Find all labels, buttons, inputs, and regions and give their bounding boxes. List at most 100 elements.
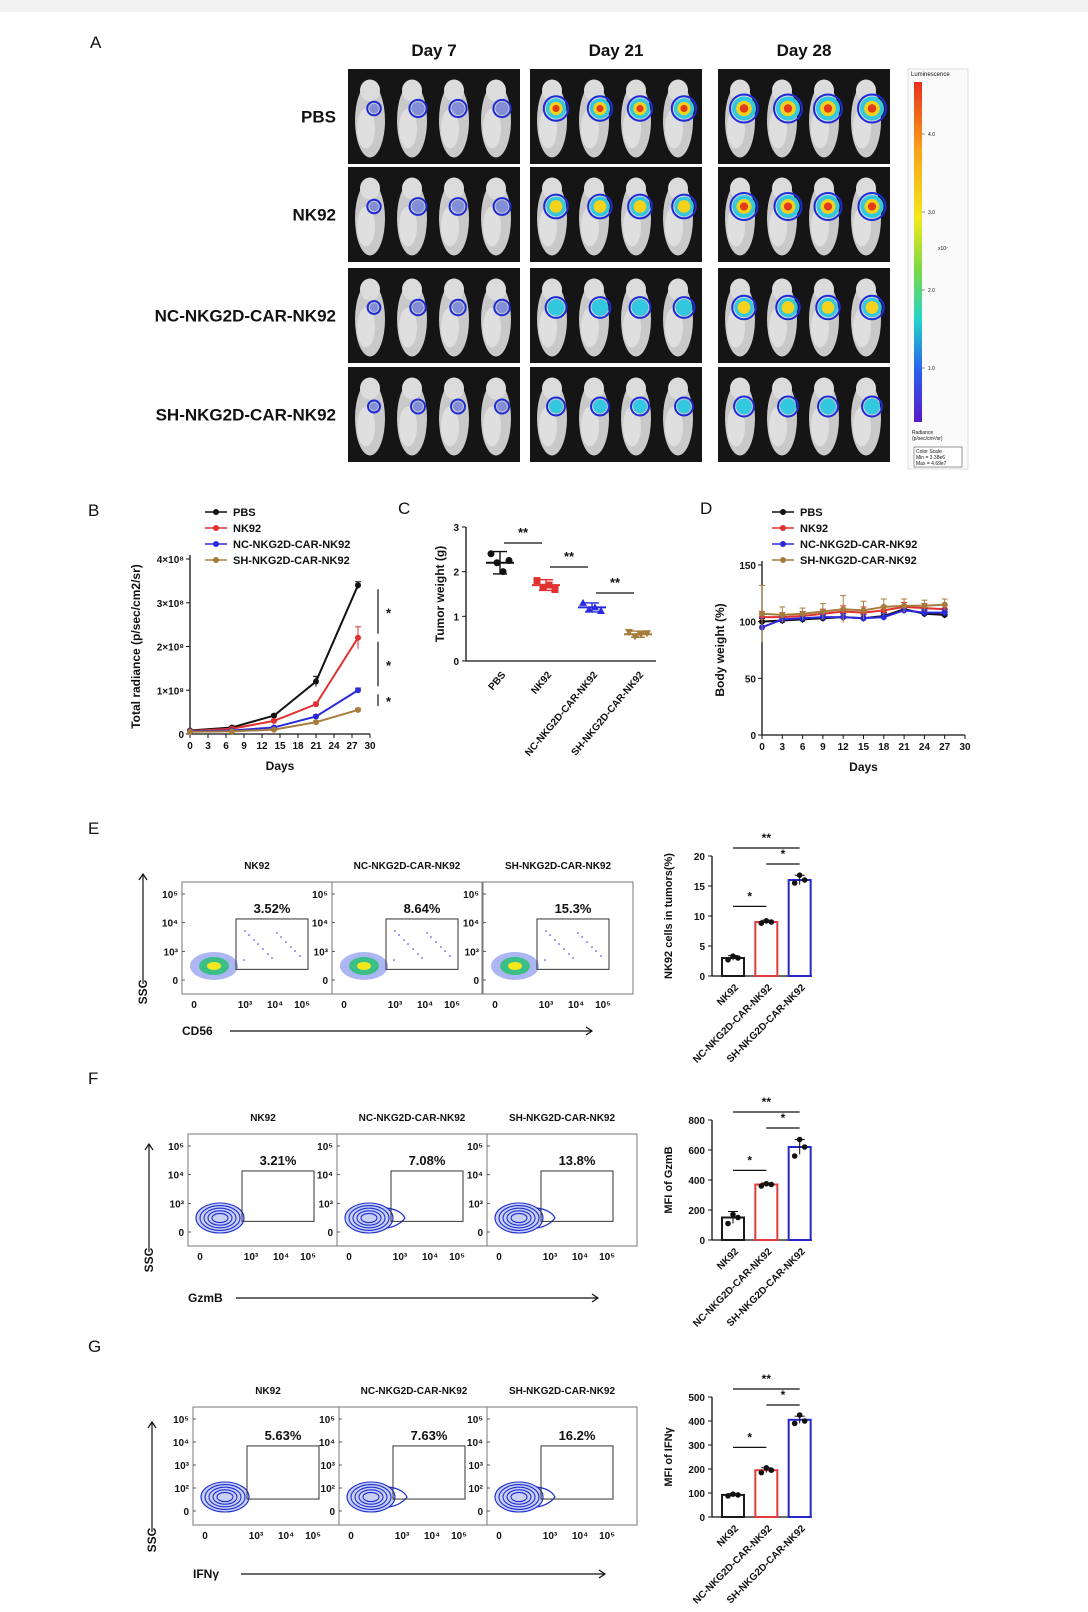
contour-ring	[346, 1481, 396, 1513]
data-point	[796, 1412, 803, 1418]
group-label: SH-NKG2D-CAR-NK92	[156, 406, 336, 425]
data-point	[768, 1467, 775, 1473]
data-point	[505, 557, 513, 564]
panel-d-chart: 0 3 6 9 12 15 18 21 24 27 30 0 50 100 150 Days Body weig…	[713, 507, 971, 774]
signal-ring-outer	[586, 95, 614, 122]
x-tick-label: 3	[780, 742, 786, 753]
mouse-head	[626, 278, 646, 301]
signal-ring-outer	[546, 396, 566, 417]
signal-weak	[496, 301, 508, 314]
data-point	[860, 607, 867, 614]
day-label: Day 28	[777, 41, 832, 60]
scatter-dot	[586, 941, 588, 943]
x-tick-label: 27	[346, 741, 358, 752]
ssc-arrowhead	[147, 1420, 157, 1429]
mouse-highlight	[853, 406, 871, 447]
contour-ring	[502, 1486, 536, 1508]
contour-ring	[356, 1210, 382, 1226]
contour-ring	[207, 1210, 233, 1226]
mouse	[537, 278, 568, 357]
contour-ring	[212, 1489, 238, 1505]
legend-label: NK92	[233, 523, 261, 535]
mouse	[579, 377, 610, 456]
marker-label: GzmB	[188, 1291, 223, 1305]
significance-star: **	[762, 1095, 772, 1109]
signal-core	[783, 104, 793, 113]
data-point	[735, 955, 741, 961]
y-tick-label: 400	[688, 1176, 705, 1187]
scatter-dot	[253, 939, 255, 941]
contour-ring	[502, 1207, 536, 1229]
data-point	[799, 610, 806, 617]
scatter-dot	[280, 936, 282, 938]
mouse-highlight	[441, 206, 459, 247]
colorbar-units: Radiance	[912, 430, 933, 436]
data-point	[791, 1420, 798, 1427]
signal-ring-outer	[777, 395, 799, 418]
x-tick-label: 21	[310, 741, 322, 752]
panel-a: Day 7 Day 21 Day 28 PBS NK92 NC-NKG2D-CAR-NK9…	[155, 41, 969, 470]
y-tick-label: 10²	[175, 1484, 190, 1495]
mouse	[355, 278, 385, 357]
group-label: NC-NKG2D-CAR-NK92	[155, 307, 336, 326]
scatter-dot	[262, 948, 264, 950]
mouse	[663, 377, 694, 456]
mouse	[481, 79, 512, 158]
gate	[540, 1170, 614, 1222]
mouse-head	[486, 278, 506, 301]
signal-ring-outer	[408, 98, 428, 119]
data-point	[631, 633, 639, 641]
signal-weak	[453, 401, 463, 412]
mouse	[579, 79, 614, 158]
mouse-highlight	[483, 206, 501, 247]
data-point	[768, 919, 775, 925]
scatter-dot	[276, 932, 278, 934]
y-axis-label: Tumor weight (g)	[433, 546, 447, 642]
signal-ring-outer	[672, 296, 696, 319]
colorbar-exponent: x10⁷	[938, 246, 948, 252]
x-tick-label: PBS	[487, 670, 509, 693]
signal-ring-outer	[733, 395, 755, 418]
x-tick-label: 0	[348, 1531, 354, 1542]
mouse-highlight	[441, 406, 459, 447]
signal-ring-outer	[773, 191, 803, 222]
plot-title: SH-NKG2D-CAR-NK92	[509, 1113, 616, 1124]
signal-ring-outer	[815, 294, 841, 321]
data-point	[779, 611, 786, 618]
y-tick-label: 10⁵	[467, 1142, 483, 1153]
scatter-dot	[294, 950, 296, 952]
mouse-head	[814, 177, 834, 200]
contour-ring	[216, 1491, 234, 1503]
x-axis-label: Days	[266, 759, 295, 773]
flow-row-f-flow: NK92 10⁵ 10⁴ 10³ 0 0 10³ 10⁴ 10⁵ 3.21% NC-NKG2D-CA…	[142, 1113, 638, 1305]
ssc-arrowhead	[144, 1142, 154, 1151]
mouse-head	[542, 377, 562, 400]
data-point	[763, 1180, 770, 1187]
scatter-dot	[563, 948, 565, 950]
y-tick-label: 20	[694, 852, 706, 863]
mouse-highlight	[581, 307, 599, 348]
mouse	[663, 79, 698, 158]
y-tick-label: 50	[745, 674, 757, 685]
scatter-dot	[430, 936, 432, 938]
figure-svg: A B C D E F G Day 7 Day 21 Day 28 PBS NK92 NC-NKG2D-…	[88, 33, 971, 1607]
mouse-head	[444, 278, 464, 301]
figure-canvas: A B C D E F G Day 7 Day 21 Day 28 PBS NK92 NC-NKG2D-…	[0, 12, 1088, 1612]
plot-title: NK92	[244, 861, 270, 872]
scatter-dot	[545, 930, 547, 932]
mouse-head	[772, 79, 792, 102]
scatter-dot	[244, 930, 246, 932]
significance-star: *	[781, 1388, 786, 1402]
contour-ring	[494, 1481, 544, 1513]
contour-ring	[498, 1484, 540, 1510]
data-point	[637, 631, 645, 639]
signal-core	[552, 104, 560, 113]
contour-ring	[203, 1207, 237, 1229]
contour-ring	[354, 1486, 388, 1508]
panel-letter-G: G	[88, 1337, 101, 1356]
significance-star: *	[386, 694, 392, 709]
data-point	[597, 606, 605, 614]
y-tick-label: 0	[750, 731, 756, 742]
x-tick-label: 10⁴	[568, 1000, 584, 1011]
